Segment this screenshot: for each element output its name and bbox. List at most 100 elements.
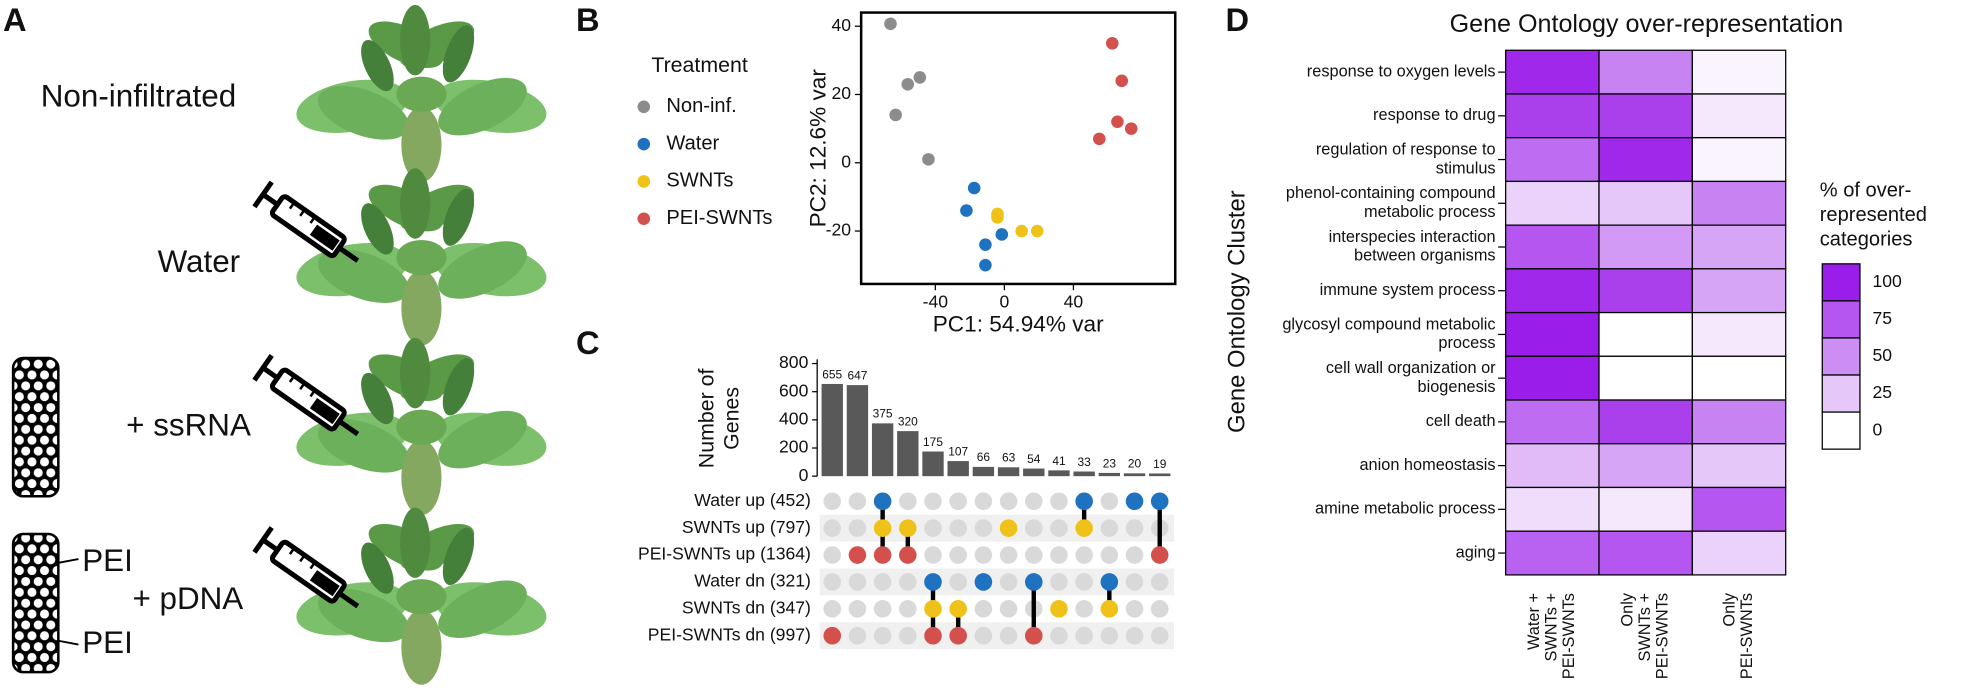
heatmap-cell [1505, 93, 1600, 139]
heatmap-cell [1691, 137, 1787, 183]
legend-key [1821, 300, 1861, 339]
point [967, 181, 981, 195]
matrix-dot [1100, 600, 1119, 618]
matrix-dot-inactive [899, 626, 917, 645]
column-label: Only [1721, 592, 1739, 626]
matrix-dot [1100, 573, 1119, 591]
matrix-dot-inactive [999, 626, 1018, 645]
point [1105, 37, 1119, 50]
heatmap-cell [1691, 399, 1787, 445]
matrix-dot-inactive [1050, 492, 1068, 511]
chart-title: Gene Ontology over-representation [1450, 10, 1844, 38]
matrix-dot [949, 600, 967, 618]
matrix-dot [1150, 546, 1169, 564]
legend-title: Treatment [651, 53, 748, 77]
column-label: SWNTs + [1543, 593, 1561, 662]
heatmap-cell [1598, 93, 1693, 139]
matrix-dot-inactive [1075, 626, 1093, 645]
heatmap-cell [1598, 486, 1693, 532]
bar [846, 385, 869, 477]
matrix-dot-inactive [899, 600, 917, 618]
panel-label: D [1225, 1, 1249, 38]
heatmap-cell [1691, 224, 1787, 270]
point [1124, 122, 1138, 135]
row-band [819, 568, 1174, 596]
matrix-dot-inactive [974, 546, 993, 564]
bar [947, 461, 969, 477]
panel-a-illustration [11, 5, 551, 685]
set-label: SWNTs up (797) [682, 517, 811, 537]
matrix-dot [873, 519, 892, 537]
matrix-dot-inactive [999, 600, 1018, 618]
heatmap-cell [1691, 486, 1787, 532]
matrix-dot-inactive [949, 492, 967, 511]
row-label: metabolic process [1364, 203, 1496, 221]
matrix-dot [1024, 573, 1043, 591]
set-label: SWNTs dn (347) [682, 597, 811, 617]
matrix-dot [899, 519, 917, 537]
matrix-dot-inactive [848, 626, 867, 645]
matrix-dot [924, 573, 942, 591]
matrix-dot-inactive [873, 600, 892, 618]
bar-value-label: 66 [977, 450, 991, 464]
heatmap-cell [1598, 443, 1693, 489]
bar-value-label: 175 [923, 435, 943, 449]
row-label: phenol-containing compound [1286, 184, 1496, 202]
heatmap-cell [1505, 443, 1600, 489]
heatmap-cell [1598, 268, 1693, 314]
legend-label: 0 [1873, 419, 1883, 439]
matrix-dot-inactive [974, 492, 993, 511]
matrix-dot-inactive [1050, 573, 1068, 591]
matrix-dot-inactive [1050, 626, 1068, 645]
matrix-dot-inactive [899, 492, 917, 511]
row-label: biogenesis [1418, 378, 1496, 396]
heatmap-cell [1691, 268, 1787, 314]
bar [997, 467, 1020, 477]
x-tick-label: 40 [1064, 291, 1084, 311]
y-tick-label: 600 [779, 380, 809, 400]
matrix-dot-inactive [1125, 600, 1144, 618]
matrix-dot-inactive [1075, 573, 1093, 591]
matrix-dot-inactive [1100, 546, 1119, 564]
matrix-dot-inactive [974, 519, 993, 537]
legend-label: SWNTs [666, 170, 733, 192]
heatmap-cell [1691, 311, 1787, 357]
heatmap-cell [1598, 530, 1693, 576]
matrix-dot-inactive [1024, 519, 1043, 537]
matrix-dot-inactive [823, 546, 842, 564]
point [1115, 74, 1129, 88]
row-label: cell wall organization or [1326, 359, 1496, 377]
matrix-dot-inactive [848, 600, 867, 618]
matrix-dot-inactive [823, 519, 842, 537]
column-label: PEI-SWNTs [1560, 593, 1578, 679]
matrix-dot-inactive [1125, 626, 1144, 645]
legend-key [1821, 337, 1861, 376]
heatmap-cell [1598, 224, 1693, 270]
matrix-dot [823, 626, 842, 645]
bar-value-label: 375 [873, 407, 893, 421]
matrix-dot-inactive [1150, 600, 1169, 618]
matrix-dot-inactive [848, 492, 867, 511]
matrix-dot-inactive [1050, 546, 1068, 564]
matrix-dot [999, 519, 1018, 537]
heatmap-cell [1505, 180, 1600, 226]
heatmap-cell [1598, 49, 1693, 95]
point [960, 204, 973, 217]
legend-title: % of over- [1820, 179, 1912, 201]
y-tick-label: 400 [779, 408, 809, 428]
matrix-dot-inactive [924, 492, 942, 511]
legend-marker [637, 175, 651, 188]
bar-value-label: 320 [898, 414, 918, 428]
heatmap-cell [1691, 93, 1787, 139]
row-label: aging [1456, 543, 1496, 561]
x-tick-label: -40 [923, 291, 949, 311]
matrix-dot-inactive [1125, 546, 1144, 564]
y-axis-label: Gene Ontology Cluster [1223, 190, 1250, 433]
bar [972, 466, 995, 477]
panel-label: A [3, 1, 27, 38]
heatmap-cell [1505, 49, 1600, 95]
bar [1149, 473, 1171, 477]
legend-marker [637, 212, 651, 226]
legend-marker [637, 137, 651, 151]
y-axis-label: Genes [720, 387, 744, 450]
